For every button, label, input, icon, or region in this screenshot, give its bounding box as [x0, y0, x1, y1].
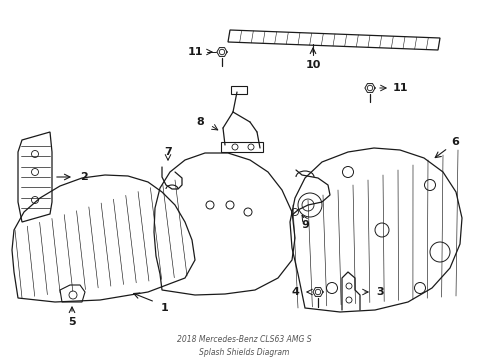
Text: 9: 9	[301, 220, 308, 230]
Text: 6: 6	[450, 137, 458, 147]
Text: 4: 4	[290, 287, 298, 297]
Text: 2018 Mercedes-Benz CLS63 AMG S
Splash Shields Diagram: 2018 Mercedes-Benz CLS63 AMG S Splash Sh…	[176, 335, 311, 357]
Text: 5: 5	[68, 317, 76, 327]
Text: 11: 11	[391, 83, 407, 93]
Text: 2: 2	[80, 172, 88, 182]
Text: 10: 10	[305, 60, 320, 70]
Text: 7: 7	[164, 147, 171, 157]
Text: 3: 3	[375, 287, 383, 297]
Text: 1: 1	[161, 303, 168, 313]
Text: 11: 11	[187, 47, 203, 57]
Text: 8: 8	[196, 117, 203, 127]
